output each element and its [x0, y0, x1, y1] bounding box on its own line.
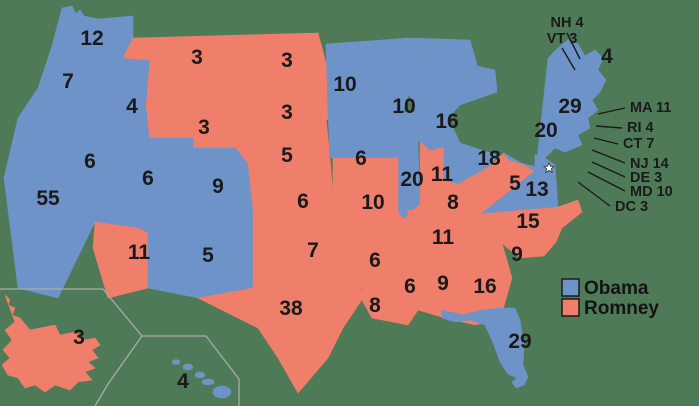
svg-text:7: 7	[307, 239, 319, 262]
svg-text:11: 11	[432, 226, 455, 249]
svg-text:5: 5	[202, 244, 214, 267]
svg-text:29: 29	[558, 95, 581, 118]
svg-text:16: 16	[435, 110, 458, 133]
svg-text:38: 38	[279, 297, 303, 320]
svg-text:10: 10	[333, 73, 356, 96]
svg-text:RI 4: RI 4	[627, 120, 654, 136]
svg-text:3: 3	[281, 101, 293, 124]
svg-text:6: 6	[355, 147, 367, 170]
svg-text:11: 11	[128, 241, 151, 264]
svg-text:18: 18	[477, 147, 501, 170]
svg-text:3: 3	[73, 326, 85, 349]
svg-text:55: 55	[36, 187, 60, 210]
svg-text:16: 16	[473, 275, 496, 298]
svg-text:15: 15	[516, 210, 540, 233]
svg-text:6: 6	[369, 249, 381, 272]
svg-text:8: 8	[447, 191, 459, 214]
svg-text:8: 8	[369, 294, 381, 317]
svg-text:VT 3: VT 3	[547, 31, 578, 47]
svg-text:6: 6	[84, 150, 96, 173]
svg-text:3: 3	[191, 46, 203, 69]
svg-text:6: 6	[142, 167, 154, 190]
svg-text:9: 9	[437, 272, 449, 295]
svg-text:MD 10: MD 10	[630, 184, 673, 200]
svg-text:3: 3	[198, 116, 210, 139]
svg-text:4: 4	[126, 95, 138, 118]
svg-text:5: 5	[281, 144, 293, 167]
svg-text:6: 6	[404, 275, 416, 298]
svg-text:9: 9	[511, 243, 523, 266]
svg-text:20: 20	[534, 119, 557, 142]
svg-text:11: 11	[431, 163, 454, 186]
svg-text:10: 10	[392, 95, 415, 118]
svg-text:NH 4: NH 4	[550, 15, 583, 31]
svg-text:13: 13	[525, 178, 548, 201]
svg-text:6: 6	[297, 190, 309, 213]
svg-text:10: 10	[361, 191, 384, 214]
svg-text:3: 3	[281, 49, 293, 72]
svg-text:20: 20	[400, 168, 423, 191]
svg-text:29: 29	[508, 330, 531, 353]
svg-text:Obama: Obama	[584, 278, 649, 299]
svg-text:MA 11: MA 11	[630, 100, 671, 116]
svg-text:7: 7	[62, 70, 74, 93]
svg-text:5: 5	[509, 172, 521, 195]
svg-text:4: 4	[177, 370, 189, 393]
svg-text:DC 3: DC 3	[615, 199, 648, 215]
svg-text:4: 4	[601, 45, 613, 68]
svg-text:12: 12	[80, 27, 103, 50]
svg-text:Romney: Romney	[584, 298, 659, 319]
svg-text:CT 7: CT 7	[623, 136, 654, 152]
svg-text:9: 9	[212, 175, 224, 198]
